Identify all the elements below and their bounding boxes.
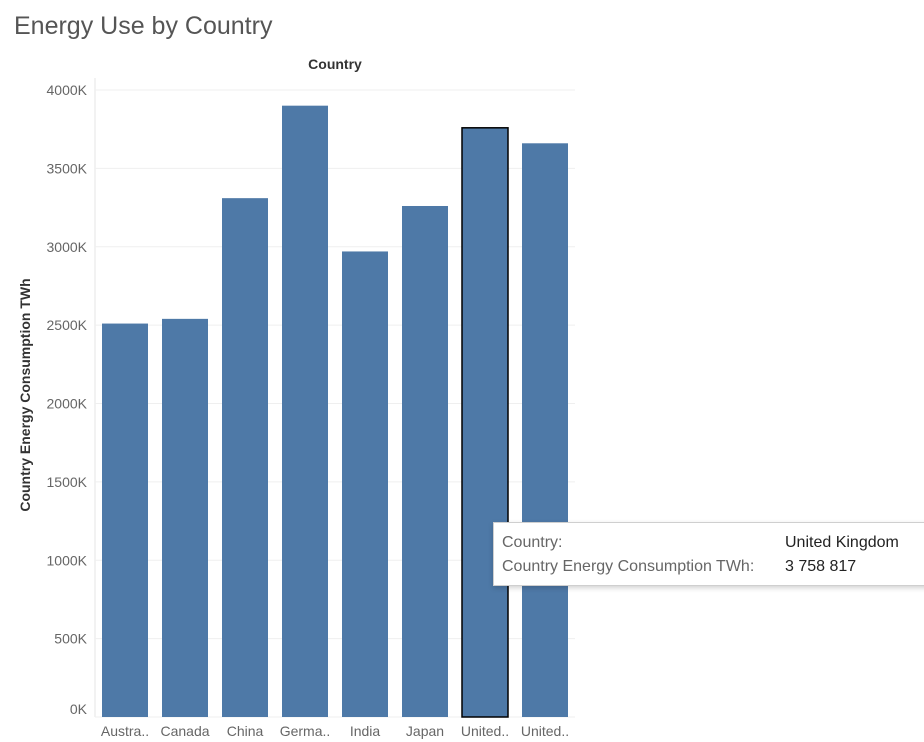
y-tick-label: 0K (70, 701, 88, 717)
x-tick-label: China (227, 723, 264, 739)
y-tick-label: 1500K (47, 474, 88, 490)
x-tick-label: India (350, 723, 381, 739)
tooltip-country-label: Country: (502, 534, 563, 551)
tooltip-measure-label: Country Energy Consumption TWh: (502, 558, 755, 575)
y-tick-label: 4000K (47, 82, 88, 98)
y-tick-label: 2500K (47, 317, 88, 333)
x-tick-label: Germa.. (280, 723, 331, 739)
bar-japan[interactable] (402, 205, 448, 717)
y-tick-label: 2000K (47, 396, 88, 412)
x-tick-label: United.. (521, 723, 569, 739)
x-tick-label: Canada (160, 723, 209, 739)
tooltip-measure-value: 3 758 817 (785, 558, 857, 575)
bars (102, 105, 568, 718)
y-ticks: 0K 500K 1000K 1500K 2000K 2500K 3000K 3500K 4000… (47, 82, 88, 717)
y-tick-label: 1000K (47, 552, 88, 568)
bar-united-states[interactable] (522, 143, 568, 718)
bar-australia[interactable] (102, 323, 148, 717)
y-tick-label: 3000K (47, 239, 88, 255)
x-tick-label: Austra.. (101, 723, 149, 739)
bar-germany[interactable] (282, 105, 328, 718)
tooltip-country-value: United Kingdom (785, 534, 899, 551)
page-title: Energy Use by Country (14, 12, 273, 40)
bar-canada[interactable] (162, 318, 208, 717)
bar-china[interactable] (222, 198, 268, 718)
column-header: Country (308, 56, 362, 72)
tooltip: Country: United Kingdom Country Energy C… (493, 522, 924, 586)
bar-india[interactable] (342, 251, 388, 717)
x-tick-label: Japan (406, 723, 444, 739)
y-tick-label: 3500K (47, 160, 88, 176)
x-tick-label: United.. (461, 723, 509, 739)
y-tick-label: 500K (54, 631, 87, 647)
bar-united-kingdom[interactable] (461, 127, 509, 718)
x-ticks: Austra.. Canada China Germa.. India Japan Unit… (101, 723, 569, 739)
